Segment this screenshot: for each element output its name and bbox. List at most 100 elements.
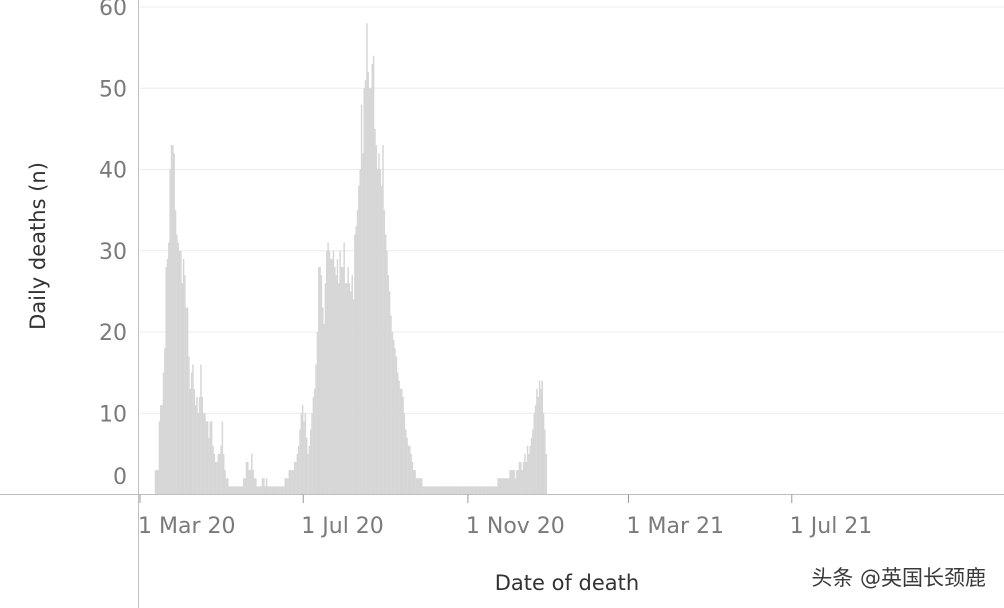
- bar: [423, 486, 426, 495]
- bar: [346, 283, 348, 495]
- bar: [237, 486, 240, 495]
- bar: [260, 486, 262, 495]
- bar: [391, 332, 394, 495]
- bar: [526, 445, 529, 495]
- bar: [252, 470, 254, 495]
- bar: [485, 486, 487, 495]
- bar: [156, 470, 158, 495]
- bar: [297, 445, 300, 495]
- bar: [224, 470, 226, 495]
- bar: [425, 486, 427, 495]
- bar: [327, 242, 329, 495]
- bar: [410, 453, 412, 495]
- bar: [533, 413, 535, 495]
- bar: [330, 258, 332, 495]
- bar: [248, 470, 250, 495]
- bar: [335, 275, 337, 495]
- bar: [520, 462, 522, 495]
- bar: [185, 307, 187, 495]
- bar: [323, 323, 325, 495]
- bar: [226, 478, 229, 495]
- bar: [277, 486, 280, 495]
- bar: [400, 388, 403, 495]
- x-tick-label: 1 Nov 20: [466, 514, 565, 539]
- y-tick-label: 60: [99, 0, 127, 21]
- y-axis-title: Daily deaths (n): [26, 162, 50, 330]
- bar: [316, 332, 319, 495]
- bar: [470, 486, 473, 495]
- bar: [496, 486, 498, 495]
- bar: [454, 486, 456, 495]
- bar: [360, 104, 363, 495]
- bar: [268, 486, 270, 495]
- bar: [366, 23, 368, 495]
- bar: [463, 486, 466, 495]
- bar: [479, 486, 482, 495]
- bar: [279, 486, 281, 495]
- bar: [509, 470, 511, 495]
- bar: [161, 405, 163, 495]
- bar: [308, 445, 311, 495]
- bar: [356, 210, 359, 495]
- bar: [229, 486, 232, 495]
- y-gridlines: [140, 6, 1004, 414]
- bar: [173, 153, 175, 495]
- bar: [331, 258, 333, 495]
- bar: [296, 453, 299, 495]
- bar: [518, 462, 521, 495]
- bar: [487, 486, 490, 495]
- bar: [537, 397, 539, 495]
- bar: [379, 169, 382, 495]
- bar: [206, 421, 209, 495]
- bar: [433, 486, 435, 495]
- bar: [339, 250, 341, 495]
- bar: [241, 486, 244, 495]
- bar: [382, 145, 384, 495]
- bar: [524, 453, 526, 495]
- bar: [217, 453, 220, 495]
- bar: [276, 486, 278, 495]
- bar: [491, 486, 494, 495]
- bar: [368, 88, 371, 495]
- bar: [545, 453, 548, 495]
- bar: [334, 267, 336, 495]
- bar: [284, 478, 287, 495]
- bar: [525, 462, 527, 495]
- bar: [490, 486, 493, 495]
- bar: [359, 169, 361, 495]
- bar: [471, 486, 474, 495]
- bar: [267, 486, 269, 495]
- bar: [301, 405, 304, 495]
- bar: [192, 364, 194, 495]
- bar: [451, 486, 454, 495]
- bar: [178, 250, 181, 495]
- bar: [403, 413, 406, 495]
- bar: [482, 486, 485, 495]
- bar: [521, 470, 523, 495]
- bar: [168, 242, 170, 495]
- bar: [281, 486, 284, 495]
- bars: [154, 23, 548, 495]
- bar: [375, 145, 378, 495]
- bar: [210, 421, 213, 495]
- bar: [374, 128, 376, 495]
- bar: [154, 470, 157, 495]
- bar: [311, 413, 313, 495]
- bar: [293, 462, 296, 495]
- x-axis-title: Date of death: [495, 571, 639, 595]
- bar: [292, 470, 295, 495]
- bar: [446, 486, 448, 495]
- bar: [528, 453, 530, 495]
- bar: [304, 413, 307, 495]
- bar: [417, 478, 419, 495]
- bar: [158, 421, 161, 495]
- bar: [225, 478, 228, 495]
- bar: [465, 486, 467, 495]
- bar: [427, 486, 430, 495]
- bar: [287, 478, 289, 495]
- bar: [407, 445, 410, 495]
- bar: [494, 486, 497, 495]
- bar: [352, 299, 355, 495]
- bar: [291, 470, 293, 495]
- bar: [386, 250, 388, 495]
